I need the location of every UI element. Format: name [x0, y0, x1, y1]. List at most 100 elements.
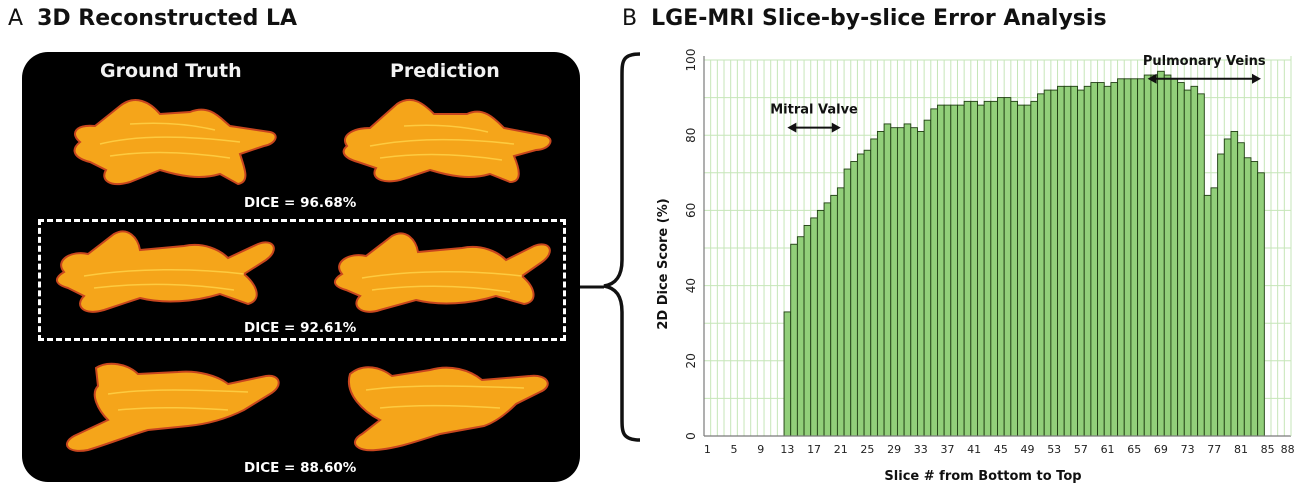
x-tick-label: 69: [1154, 443, 1168, 456]
bar-slice-76: [1203, 194, 1212, 437]
bar-slice-38: [950, 104, 958, 437]
bar-slice-44: [990, 100, 998, 437]
panel-b-letter: B: [622, 6, 638, 31]
bar-slice-59: [1090, 82, 1099, 437]
bars: [783, 70, 1265, 437]
prediction-label: Prediction: [390, 60, 500, 82]
x-tick-label: 49: [1021, 443, 1035, 456]
bar-slice-20: [830, 194, 838, 437]
bar-slice-16: [803, 224, 812, 437]
bar-slice-55: [1063, 85, 1072, 437]
curly-brace-connector: [580, 52, 641, 442]
bar-slice-62: [1110, 82, 1119, 437]
bar-slice-42: [977, 104, 985, 437]
bar-slice-37: [943, 104, 952, 437]
x-tick-label: 61: [1101, 443, 1115, 456]
dice-label-2: DICE = 92.61%: [244, 320, 357, 336]
x-tick-label: 21: [834, 443, 848, 456]
bar-slice-69: [1157, 70, 1165, 437]
bar-slice-46: [1003, 97, 1012, 437]
bar-slice-52: [1043, 89, 1052, 437]
ground-truth-label: Ground Truth: [100, 60, 242, 82]
pulmonary-veins-arrow-head-right: [1251, 73, 1261, 84]
bar-slice-41: [970, 100, 978, 437]
bar-slice-18: [816, 209, 825, 437]
bar-slice-65: [1130, 78, 1139, 437]
mitral-valve-annotation: Mitral Valve: [770, 103, 858, 118]
bar-slice-51: [1037, 93, 1045, 437]
y-tick-label: 80: [684, 128, 698, 143]
bar-slice-63: [1117, 78, 1125, 437]
y-tick-label: 100: [684, 49, 698, 72]
la-ground-truth-3: [66, 362, 280, 452]
bar-slice-56: [1070, 85, 1078, 437]
pulmonary-veins-annotation: Pulmonary Veins: [1143, 54, 1266, 69]
y-tick-label: 0: [684, 432, 698, 440]
y-tick-label: 20: [684, 353, 698, 368]
bar-slice-72: [1177, 82, 1185, 437]
bar-slice-53: [1050, 89, 1058, 437]
x-tick-label: 88: [1281, 443, 1295, 456]
bar-slice-74: [1190, 85, 1199, 437]
bar-slice-43: [983, 100, 992, 437]
la-ground-truth-2: [56, 230, 275, 313]
panel-a-title-text: 3D Reconstructed LA: [37, 6, 298, 31]
x-tick-label: 77: [1207, 443, 1221, 456]
bar-slice-28: [883, 123, 892, 437]
x-tick-label: 41: [967, 443, 981, 456]
x-tick-label: 33: [914, 443, 928, 456]
bar-slice-57: [1077, 89, 1085, 437]
x-tick-label: 9: [757, 443, 764, 456]
la-prediction-3: [347, 366, 549, 452]
bar-slice-66: [1137, 78, 1145, 437]
bar-slice-40: [963, 100, 972, 437]
bar-slice-45: [997, 97, 1005, 437]
highlight-box: [38, 219, 566, 341]
bar-slice-26: [870, 138, 878, 437]
bar-slice-14: [790, 243, 798, 437]
x-tick-label: 29: [887, 443, 901, 456]
x-axis-label: Slice # from Bottom to Top: [884, 469, 1081, 484]
x-tick-label: 73: [1181, 443, 1195, 456]
bar-slice-30: [896, 127, 905, 437]
bar-slice-29: [890, 127, 898, 437]
bar-slice-27: [876, 130, 885, 437]
bar-slice-71: [1170, 78, 1179, 437]
bar-slice-70: [1163, 74, 1172, 437]
x-tick-label: 13: [780, 443, 794, 456]
bar-slice-79: [1223, 138, 1232, 437]
bar-slice-68: [1150, 74, 1159, 437]
bar-slice-50: [1030, 100, 1038, 437]
x-tick-label: 57: [1074, 443, 1088, 456]
y-tick-label: 60: [684, 203, 698, 218]
bar-slice-32: [910, 127, 918, 437]
x-tick-label: 53: [1047, 443, 1061, 456]
la-ground-truth-1: [73, 99, 277, 186]
bar-slice-31: [903, 123, 912, 437]
bar-slice-82: [1243, 157, 1252, 437]
dice-label-3: DICE = 88.60%: [244, 460, 357, 476]
bar-slice-61: [1103, 85, 1112, 437]
x-tick-label: 1: [704, 443, 711, 456]
la-prediction-2: [334, 232, 551, 313]
bar-slice-19: [823, 202, 832, 437]
bar-slice-39: [957, 104, 965, 437]
bar-slice-17: [810, 217, 818, 437]
la-prediction-1: [342, 98, 552, 184]
x-tick-label: 85: [1261, 443, 1275, 456]
bar-slice-15: [796, 236, 805, 437]
bar-slice-13: [783, 311, 792, 437]
mitral-valve-arrow-head-left: [787, 122, 797, 133]
bar-slice-22: [843, 168, 852, 437]
y-tick-label: 40: [684, 278, 698, 293]
bar-slice-36: [937, 104, 945, 437]
bar-slice-24: [856, 153, 865, 437]
bar-slice-21: [836, 187, 845, 437]
bar-slice-83: [1250, 161, 1259, 437]
bar-slice-73: [1183, 89, 1192, 437]
panel-b-title-text: LGE-MRI Slice-by-slice Error Analysis: [651, 6, 1107, 31]
bar-slice-64: [1123, 78, 1132, 437]
dice-bar-chart: 0 20 40 60 80 100 1 5 9 13 17 21 25 29 33 37 41 45 49 53 57 6…: [656, 49, 1295, 484]
y-axis-label: 2D Dice Score (%): [656, 198, 671, 329]
bar-slice-67: [1143, 74, 1152, 437]
